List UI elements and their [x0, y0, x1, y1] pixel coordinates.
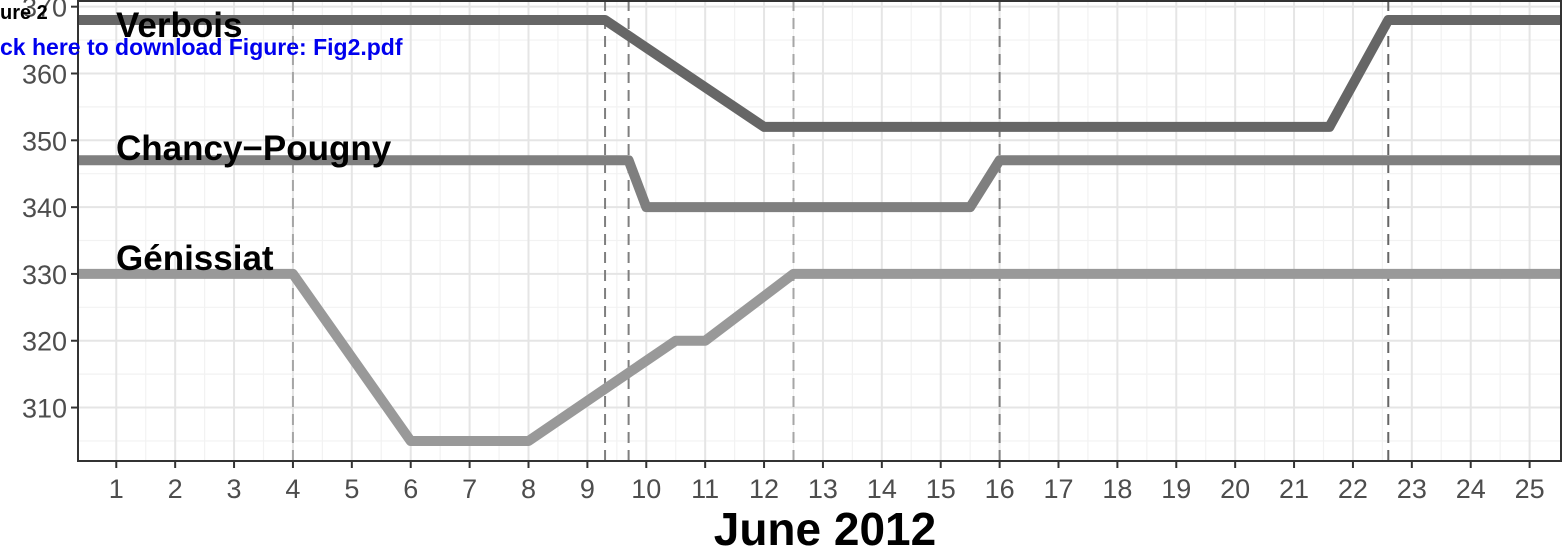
- y-tick-label: 350: [22, 126, 67, 156]
- series-label: Chancy−Pougny: [116, 129, 392, 168]
- x-tick-label: 20: [1220, 474, 1250, 504]
- y-tick-label: 310: [22, 394, 67, 424]
- x-tick-label: 10: [631, 474, 661, 504]
- series-label: Verbois: [116, 6, 242, 45]
- y-tick-label: 330: [22, 260, 67, 290]
- series-line-verbois: [78, 15, 1562, 132]
- x-tick-label: 23: [1397, 474, 1427, 504]
- series-line-chancy-pougny: [78, 155, 1562, 213]
- x-tick-label: 22: [1338, 474, 1368, 504]
- x-tick-label: 7: [462, 474, 477, 504]
- x-tick-label: 15: [926, 474, 956, 504]
- y-tick-label: 360: [22, 59, 67, 89]
- series-label: Génissiat: [116, 239, 274, 278]
- x-tick-label: 14: [867, 474, 897, 504]
- x-tick-label: 16: [985, 474, 1015, 504]
- figure-label: ure 2: [0, 2, 48, 24]
- x-tick-label: 4: [285, 474, 300, 504]
- x-tick-label: 12: [749, 474, 779, 504]
- y-tick-label: 320: [22, 327, 67, 357]
- y-tick-label: 340: [22, 193, 67, 223]
- x-tick-label: 24: [1456, 474, 1486, 504]
- download-figure-link[interactable]: ck here to download Figure: Fig2.pdf: [0, 34, 403, 60]
- x-tick-label: 9: [580, 474, 595, 504]
- x-tick-label: 13: [808, 474, 838, 504]
- plot-panel: [78, 0, 1562, 461]
- x-tick-label: 25: [1515, 474, 1545, 504]
- x-tick-label: 21: [1279, 474, 1309, 504]
- x-tick-label: 3: [227, 474, 242, 504]
- x-tick-label: 2: [168, 474, 183, 504]
- x-tick-label: 5: [344, 474, 359, 504]
- y-tick-label: 370: [22, 0, 67, 23]
- x-tick-label: 8: [521, 474, 536, 504]
- x-axis-title: June 2012: [714, 503, 936, 550]
- x-tick-label: 17: [1043, 474, 1073, 504]
- plot-border: [77, 0, 1562, 462]
- x-tick-label: 1: [109, 474, 124, 504]
- series-line-g-nissiat: [78, 268, 1562, 446]
- x-tick-label: 6: [403, 474, 418, 504]
- x-tick-label: 18: [1102, 474, 1132, 504]
- x-tick-label: 11: [691, 474, 719, 504]
- x-tick-label: 19: [1161, 474, 1191, 504]
